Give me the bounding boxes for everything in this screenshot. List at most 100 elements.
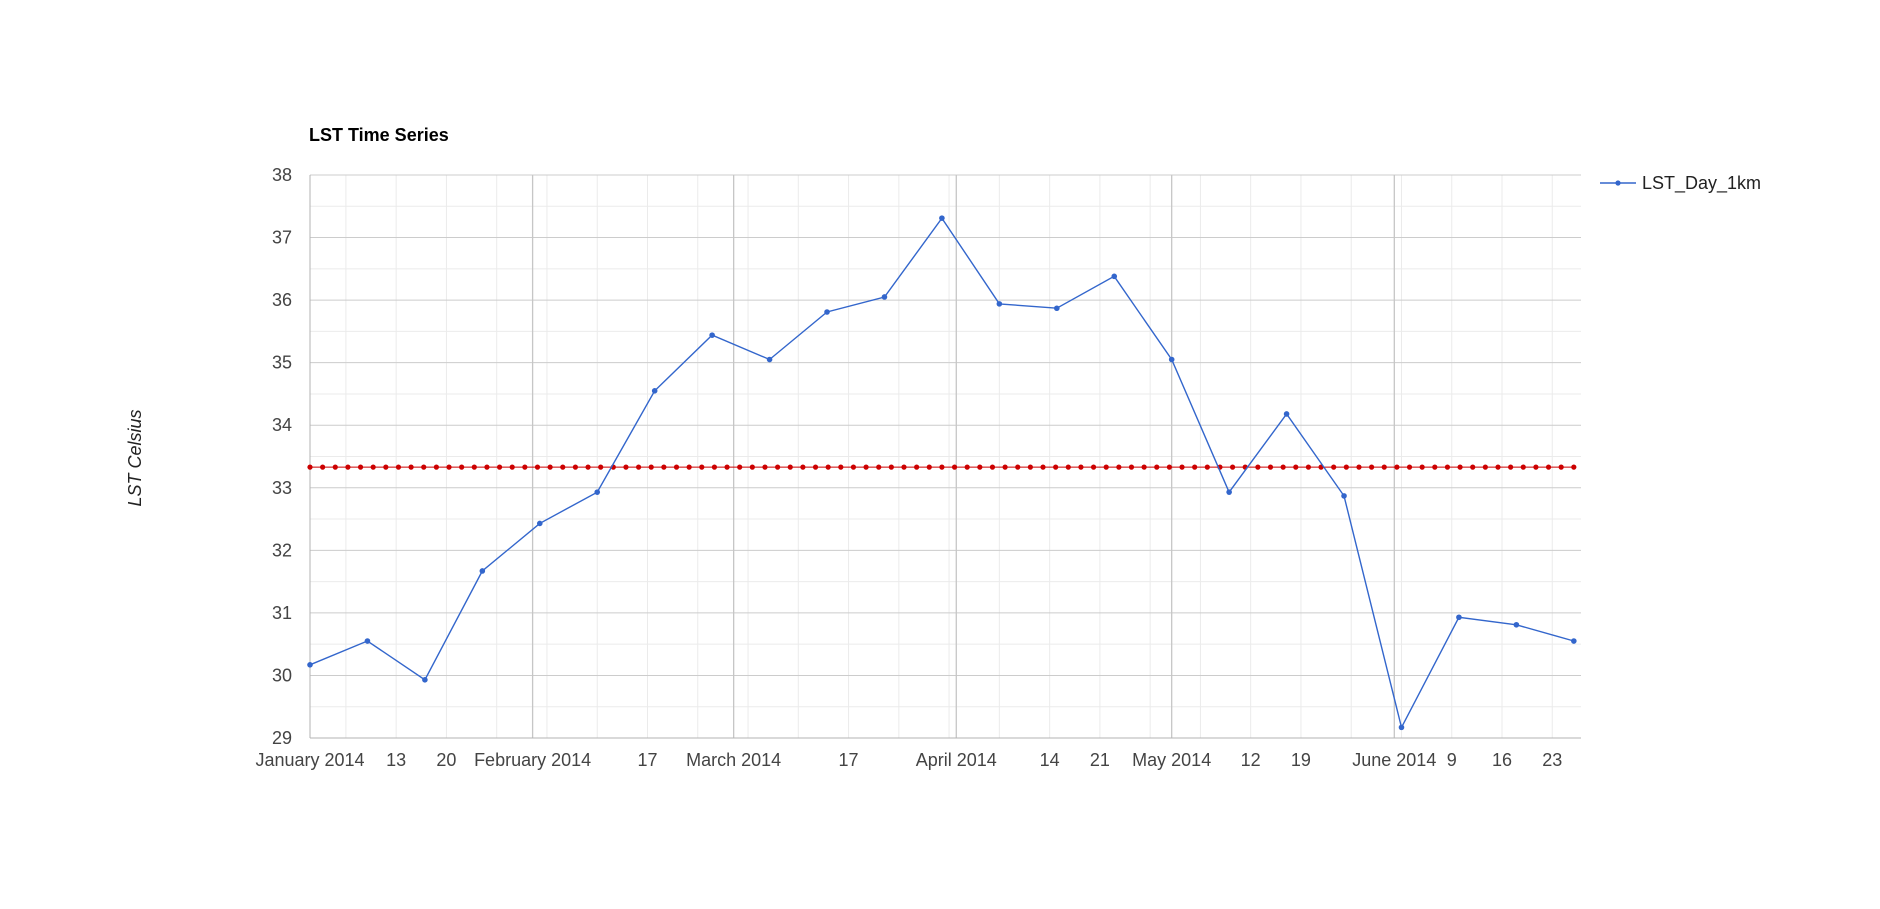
reference-line-point — [585, 464, 591, 470]
y-tick-label: 38 — [272, 165, 292, 185]
reference-line-point — [926, 464, 932, 470]
reference-line-point — [1053, 464, 1059, 470]
y-tick-label: 33 — [272, 478, 292, 498]
lst-data-point — [307, 662, 313, 668]
label-layer: LST Time Series LST Celsius — [125, 125, 449, 507]
reference-line-point — [1154, 464, 1160, 470]
x-tick-label: May 2014 — [1132, 750, 1211, 770]
reference-line-point — [1255, 464, 1261, 470]
reference-line-point — [1116, 464, 1122, 470]
reference-line-point — [876, 464, 882, 470]
reference-line-point — [977, 464, 983, 470]
reference-line-point — [888, 464, 894, 470]
reference-line-point — [357, 464, 364, 470]
reference-line-point — [635, 464, 642, 470]
lst-data-point — [422, 677, 428, 683]
reference-line-point — [951, 464, 958, 470]
reference-line-point — [825, 464, 831, 470]
reference-line-point — [648, 464, 654, 470]
reference-line-point — [1495, 464, 1501, 470]
reference-line-point — [863, 464, 869, 470]
legend-series-marker — [1615, 180, 1621, 186]
lst-data-point — [479, 568, 486, 574]
reference-line-point — [370, 464, 376, 470]
reference-line-point — [598, 464, 604, 470]
y-tick-label: 32 — [272, 540, 292, 560]
reference-line-point — [1229, 464, 1236, 470]
x-tick-label: June 2014 — [1352, 750, 1436, 770]
x-tick-label: 12 — [1241, 750, 1261, 770]
lst-data-point — [536, 520, 543, 527]
reference-line-point — [1482, 464, 1488, 470]
x-tick-label: 14 — [1040, 750, 1060, 770]
reference-line-point — [1571, 464, 1577, 470]
reference-line-point — [421, 464, 427, 470]
reference-line-point — [1128, 464, 1135, 470]
reference-line-point — [1040, 464, 1046, 470]
reference-line-point — [345, 464, 351, 470]
reference-line-point — [1343, 464, 1349, 470]
lst-data-point — [1513, 621, 1520, 628]
lst-data-point — [364, 638, 371, 644]
reference-line-point — [471, 464, 477, 470]
reference-line-point — [737, 464, 743, 470]
lst-data-point — [881, 294, 888, 300]
lst-data-point — [1168, 356, 1175, 363]
reference-line-point — [1141, 464, 1147, 470]
reference-line-point — [812, 464, 819, 470]
reference-line-point — [459, 464, 465, 470]
reference-line-point — [1078, 464, 1084, 470]
reference-line-point — [699, 464, 705, 470]
reference-line-point — [395, 464, 402, 470]
reference-line-point — [1166, 464, 1172, 470]
x-tick-label: 21 — [1090, 750, 1110, 770]
lst-data-point — [651, 388, 658, 394]
reference-line-point — [1394, 464, 1400, 470]
reference-line-point — [547, 464, 553, 470]
reference-line-point — [800, 464, 806, 470]
x-tick-label: 17 — [839, 750, 859, 770]
lst-data-point — [1571, 638, 1577, 644]
x-tick-label: 13 — [386, 750, 406, 770]
reference-line-point — [408, 464, 414, 470]
reference-line-point — [686, 464, 692, 470]
reference-line-point — [1103, 464, 1109, 470]
reference-line-point — [1015, 464, 1021, 470]
reference-line-point — [1419, 464, 1425, 470]
lst-data-point — [1283, 411, 1290, 417]
y-tick-label: 31 — [272, 603, 292, 623]
reference-line-point — [762, 464, 768, 470]
reference-line-point — [1545, 464, 1552, 470]
grid-layer — [310, 174, 1581, 739]
reference-line-point — [749, 464, 755, 470]
lst-data-point — [766, 356, 773, 363]
reference-line-point — [939, 464, 945, 470]
x-tick-label: 20 — [436, 750, 456, 770]
reference-line-point — [509, 464, 515, 470]
legend: LST_Day_1km — [1600, 173, 1761, 194]
reference-line-point — [1369, 464, 1375, 470]
reference-line-point — [1520, 464, 1526, 470]
y-tick-label: 36 — [272, 290, 292, 310]
reference-line-point — [307, 464, 313, 470]
reference-line-point — [1027, 464, 1033, 470]
y-axis-label: LST Celsius — [125, 409, 145, 506]
lst-data-point — [594, 489, 601, 495]
reference-line-point — [572, 464, 579, 470]
reference-line-point — [623, 464, 629, 470]
reference-line-point — [1432, 464, 1438, 470]
series-layer — [307, 215, 1577, 731]
lst-data-point — [1111, 273, 1118, 280]
reference-line-point — [1508, 464, 1514, 470]
y-tick-label: 34 — [272, 415, 292, 435]
reference-line-point — [496, 464, 503, 470]
reference-line-point — [1331, 464, 1337, 470]
reference-line-point — [775, 464, 781, 470]
lst-data-point — [1456, 614, 1462, 621]
reference-line-point — [560, 464, 566, 470]
reference-line-point — [914, 464, 920, 470]
lst-data-point — [939, 215, 945, 221]
reference-line-point — [964, 464, 970, 470]
